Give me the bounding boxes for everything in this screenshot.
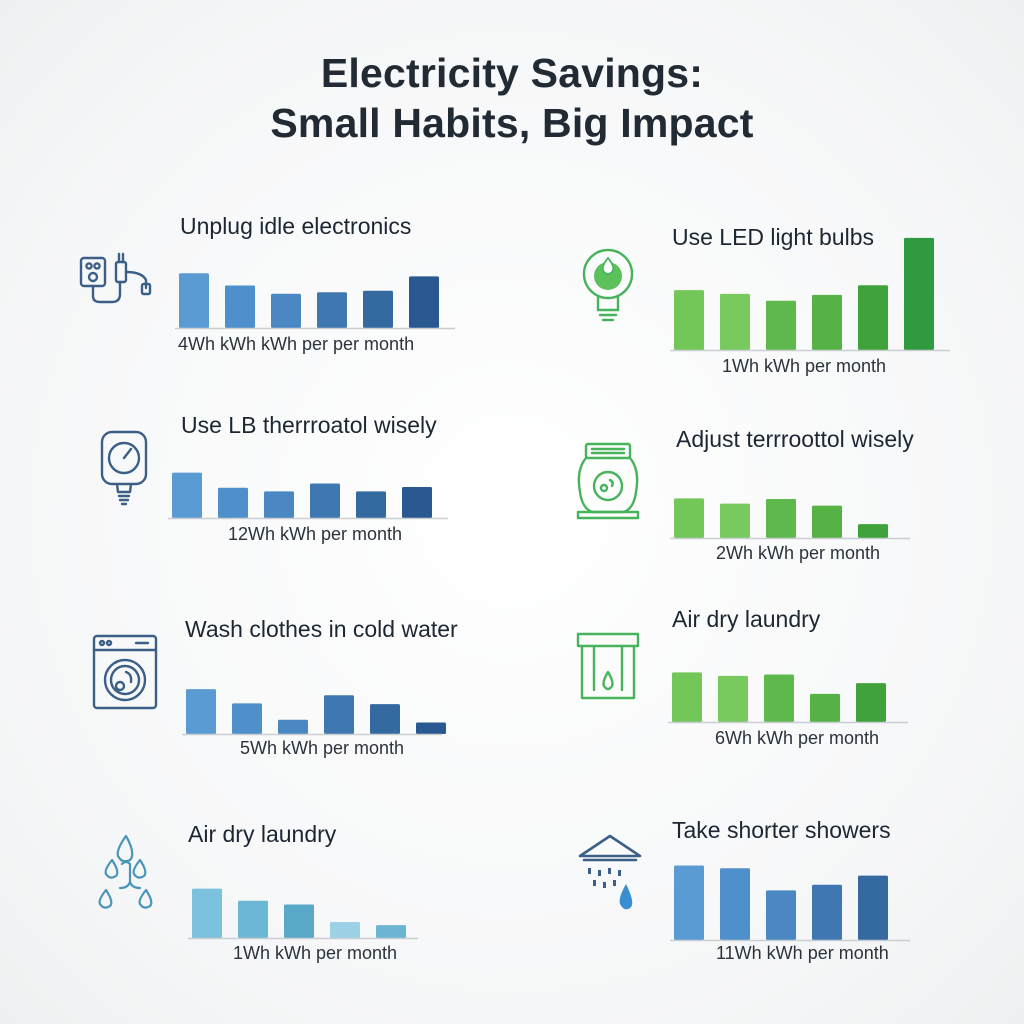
chart-caption: 11Wh kWh per month (716, 943, 889, 963)
bar-1 (674, 865, 704, 940)
bar-4 (317, 292, 347, 328)
bar-2 (238, 900, 268, 938)
panel-title: Unplug idle electronics (180, 213, 412, 239)
chart-caption: 2Wh kWh per month (716, 543, 881, 563)
bar-chart (670, 865, 910, 942)
panel-title: Adjust terrroottol wisely (676, 426, 914, 452)
shower-icon (578, 834, 642, 910)
chart-caption: 6Wh kWh per month (715, 728, 880, 748)
bar-6 (904, 237, 934, 350)
bar-4 (310, 483, 340, 518)
plug-icon (79, 252, 152, 304)
bar-chart (668, 672, 908, 724)
bar-5 (858, 285, 888, 350)
bar-2 (218, 487, 248, 518)
bar-2 (720, 868, 750, 940)
bar-3 (764, 674, 794, 722)
bar-3 (284, 904, 314, 938)
bar-6 (409, 276, 439, 328)
bar-2 (225, 285, 255, 328)
bar-4 (812, 884, 842, 940)
bar-4 (812, 505, 842, 538)
bar-3 (271, 293, 301, 328)
bar-1 (672, 672, 702, 722)
bar-4 (330, 922, 360, 938)
bar-3 (766, 300, 796, 350)
bar-chart (175, 273, 455, 330)
chart-caption: 5Wh kWh per month (240, 738, 405, 758)
bar-2 (718, 675, 748, 722)
bar-2 (232, 703, 262, 734)
bar-2 (720, 293, 750, 350)
chart-caption: 4Wh kWh kWh per per month (178, 334, 415, 354)
bar-1 (674, 290, 704, 350)
panel-title: Use LB therrroatol wisely (181, 412, 437, 438)
bar-chart (168, 472, 448, 520)
bar-3 (278, 719, 308, 734)
chart-caption: 1Wh kWh per month (233, 943, 398, 963)
bar-1 (172, 472, 202, 518)
light-bulb-icon (582, 248, 634, 322)
chart-caption: 1Wh kWh per month (722, 356, 887, 376)
bar-4 (324, 695, 354, 734)
bar-5 (356, 491, 386, 518)
panel-title: Air dry laundry (672, 606, 821, 632)
bar-4 (810, 693, 840, 722)
panel-title: Use LED light bulbs (672, 224, 874, 250)
bar-3 (766, 890, 796, 940)
bar-1 (186, 689, 216, 734)
bar-1 (192, 888, 222, 938)
page-title-line-1: Electricity Savings: (320, 50, 704, 96)
bar-chart (182, 689, 446, 736)
drying-rack-icon (576, 632, 640, 700)
panel-title: Air dry laundry (188, 821, 337, 847)
bar-4 (812, 294, 842, 350)
bar-3 (766, 499, 796, 538)
bar-5 (856, 683, 886, 722)
bar-chart (670, 498, 910, 540)
bar-6 (402, 487, 432, 518)
thermostat-dial-icon (576, 442, 640, 520)
page-title-line-2: Small Habits, Big Impact (270, 100, 754, 146)
washing-machine-icon (92, 634, 158, 710)
bar-chart (670, 237, 950, 352)
bar-5 (376, 925, 406, 938)
bar-5 (858, 875, 888, 940)
bar-2 (720, 503, 750, 538)
bar-chart (188, 888, 418, 940)
bar-1 (179, 273, 209, 328)
water-drops-icon (98, 834, 153, 909)
bar-5 (370, 704, 400, 734)
bar-1 (674, 498, 704, 538)
panel-title: Take shorter showers (672, 817, 891, 843)
bar-3 (264, 491, 294, 518)
chart-caption: 12Wh kWh per month (228, 524, 403, 544)
thermostat-icon (100, 430, 148, 506)
bar-6 (416, 722, 446, 734)
panel-title: Wash clothes in cold water (185, 616, 458, 642)
bar-5 (363, 290, 393, 328)
bar-5 (858, 524, 888, 538)
